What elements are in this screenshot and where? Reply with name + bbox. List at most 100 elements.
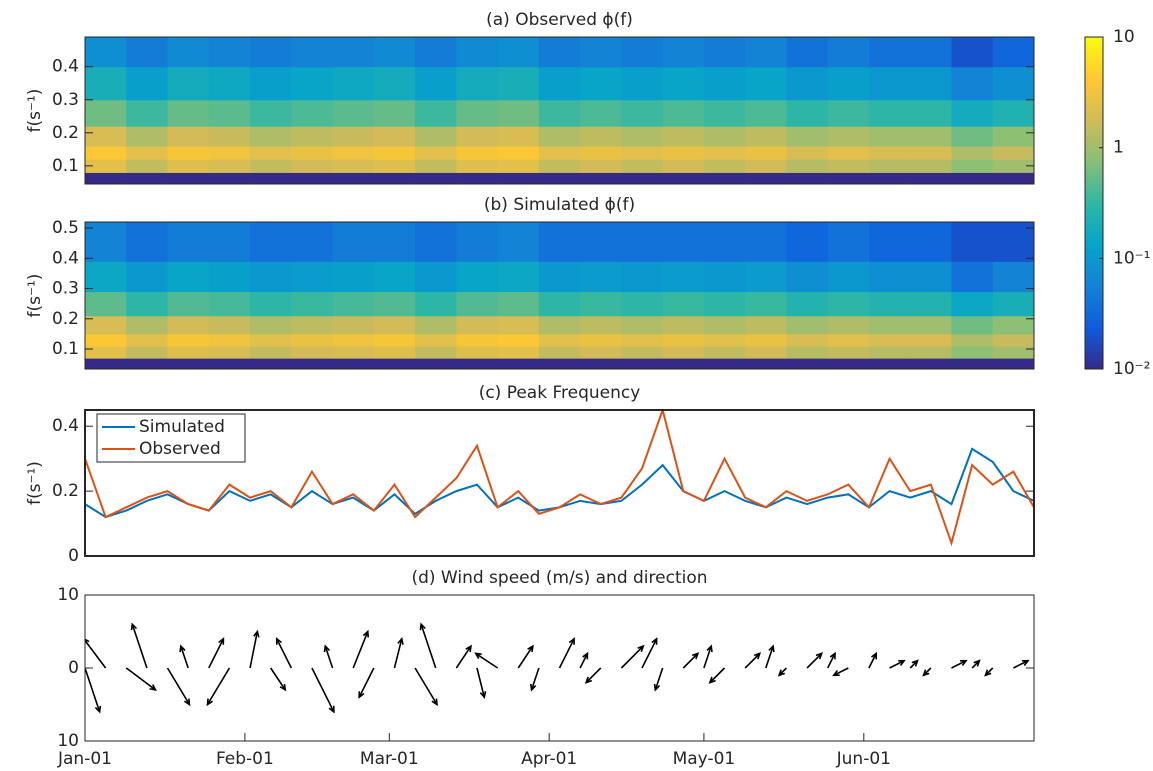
heat-cell [538, 99, 581, 127]
heat-cell [580, 146, 622, 160]
colorbar-step [1085, 216, 1103, 221]
heat-cell [126, 222, 169, 262]
heat-cell [827, 172, 870, 184]
heat-cell [126, 261, 169, 293]
heat-cell [497, 358, 540, 369]
heat-cell [456, 126, 499, 147]
heat-cell [538, 291, 581, 317]
heat-cell [703, 261, 746, 293]
heat-cell [167, 37, 210, 68]
colorbar-step [1085, 200, 1103, 204]
heat-cell [992, 146, 1034, 160]
colorbar-step [1085, 330, 1103, 334]
heat-cell [538, 172, 581, 184]
colorbar-step [1085, 89, 1103, 93]
heat-cell [703, 146, 746, 160]
heat-cell [456, 333, 499, 347]
y-tick-label: 10 [57, 731, 79, 751]
heat-cell [951, 146, 994, 160]
heat-cell [786, 222, 829, 262]
heat-cell [373, 261, 416, 293]
colorbar-step [1085, 59, 1103, 63]
colorbar-step [1085, 349, 1103, 353]
heat-cell [580, 291, 622, 317]
heat-cell [497, 172, 540, 184]
y-tick-label: 0.2 [52, 309, 79, 329]
heat-cell [250, 37, 292, 68]
wind-arrow [1013, 659, 1030, 669]
colorbar-step [1085, 360, 1103, 364]
heat-cell [85, 126, 127, 147]
wind-arrow [358, 667, 375, 699]
colorbar-step [1085, 139, 1103, 143]
heat-cell [373, 172, 416, 184]
wind-arrow [414, 667, 438, 707]
heat-cell [250, 99, 292, 127]
heat-cell [786, 146, 829, 160]
colorbar-step [1085, 167, 1103, 171]
heat-cell [992, 358, 1034, 369]
wind-arrow [868, 651, 878, 669]
heat-cell [662, 37, 705, 68]
heat-cell [951, 37, 994, 68]
heat-cell [208, 261, 251, 293]
heat-cell [126, 37, 169, 68]
heat-cell [703, 126, 746, 147]
heat-cell [580, 99, 622, 127]
heat-cell [250, 159, 292, 173]
wind-arrow [641, 637, 658, 669]
x-tick-label: Feb-01 [216, 749, 274, 769]
colorbar-step [1085, 125, 1103, 129]
colorbar-step [1085, 338, 1103, 342]
colorbar-step [1085, 344, 1103, 348]
heat-cell [167, 333, 210, 347]
colorbar-step [1085, 288, 1103, 293]
heat-cell [745, 333, 787, 347]
heat-cell [126, 172, 169, 184]
wind-arrow [206, 667, 231, 707]
heat-cell [167, 159, 210, 173]
heat-cell [415, 126, 457, 147]
heat-cell [621, 126, 664, 147]
heat-cell [85, 99, 127, 127]
heat-cell [786, 99, 829, 127]
colorbar-tick-label: 1 [1113, 138, 1124, 158]
heat-cell [456, 37, 499, 68]
heat-cell [786, 315, 829, 335]
heat-cell [332, 99, 375, 127]
colorbar-step [1085, 120, 1103, 124]
heat-cell [786, 291, 829, 317]
heat-cell [868, 37, 911, 68]
heat-cell [621, 333, 664, 347]
colorbar-step [1085, 321, 1103, 326]
colorbar-step [1085, 186, 1103, 190]
colorbar-step [1085, 75, 1103, 79]
colorbar-step [1085, 117, 1103, 121]
wind-arrow [744, 652, 762, 669]
heat-cell [580, 37, 622, 68]
heat-cell [538, 333, 581, 347]
colorbar-step [1085, 233, 1103, 237]
heat-cell [126, 315, 169, 335]
heat-cell [373, 315, 416, 335]
heat-cell [497, 126, 540, 147]
heat-cell [415, 333, 457, 347]
colorbar-tick-label: 10 [1113, 27, 1135, 47]
wind-arrow [166, 667, 191, 707]
colorbar-step [1085, 297, 1103, 301]
heat-cell [621, 358, 664, 369]
heat-cell [538, 37, 581, 68]
heat-cell [910, 66, 952, 101]
heat-cell [621, 146, 664, 160]
colorbar-step [1085, 169, 1103, 174]
heat-cell [662, 126, 705, 147]
heat-cell [868, 346, 911, 359]
colorbar-tick-label: 10⁻² [1113, 359, 1150, 379]
heat-cell [621, 66, 664, 101]
y-tick-label: 0 [68, 658, 79, 678]
heat-cell [745, 346, 787, 359]
heat-cell [85, 146, 127, 160]
colorbar-step [1085, 42, 1103, 46]
heat-cell [167, 346, 210, 359]
wind-arrow [909, 659, 919, 669]
